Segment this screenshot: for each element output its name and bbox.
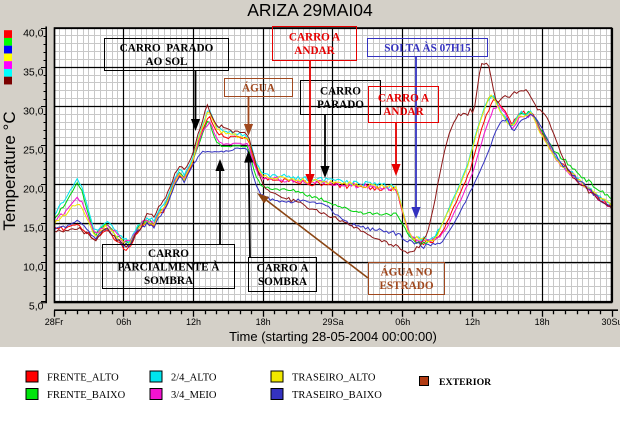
svg-text:CARRO A: CARRO A: [289, 32, 340, 44]
svg-text:40,0: 40,0: [23, 28, 44, 40]
svg-text:2/4_ALTO: 2/4_ALTO: [171, 373, 217, 384]
svg-text:CARRO A: CARRO A: [378, 93, 429, 105]
svg-text:SOLTA ÀS 07H15: SOLTA ÀS 07H15: [384, 42, 471, 54]
svg-text:29Sa: 29Sa: [322, 317, 343, 327]
svg-text:ARIZA 29MAI04: ARIZA 29MAI04: [247, 0, 373, 20]
svg-text:12h: 12h: [465, 317, 480, 327]
svg-text:25,0: 25,0: [23, 144, 44, 156]
svg-text:ESTRADO: ESTRADO: [379, 280, 433, 292]
svg-text:Time (starting 28-05-2004 00:0: Time (starting 28-05-2004 00:00:00): [229, 329, 437, 344]
svg-text:CARRO: CARRO: [148, 248, 189, 260]
svg-text:15,0: 15,0: [23, 222, 44, 234]
svg-text:ANDAR: ANDAR: [383, 106, 424, 118]
svg-text:TRASEIRO_BAIXO: TRASEIRO_BAIXO: [292, 390, 382, 401]
svg-text:CARRO: CARRO: [320, 86, 361, 98]
svg-text:18h: 18h: [256, 317, 271, 327]
svg-text:SOMBRA: SOMBRA: [258, 276, 307, 288]
svg-text:06h: 06h: [395, 317, 410, 327]
svg-text:PARCIALMENTE À: PARCIALMENTE À: [117, 261, 219, 273]
svg-text:PARADO: PARADO: [317, 99, 364, 111]
svg-text:28Fr: 28Fr: [45, 317, 64, 327]
svg-text:10,0: 10,0: [23, 261, 44, 273]
svg-text:30Su: 30Su: [601, 317, 620, 327]
svg-text:35,0: 35,0: [23, 67, 44, 79]
svg-text:SOMBRA: SOMBRA: [144, 275, 193, 287]
svg-text:FRENTE_BAIXO: FRENTE_BAIXO: [47, 390, 126, 401]
svg-text:3/4_MEIO: 3/4_MEIO: [171, 390, 217, 401]
svg-text:TRASEIRO_ALTO: TRASEIRO_ALTO: [292, 373, 376, 384]
svg-text:ÁGUA NO: ÁGUA NO: [381, 267, 433, 279]
svg-text:EXTERIOR: EXTERIOR: [439, 377, 492, 388]
svg-text:30,0: 30,0: [23, 105, 44, 117]
svg-text:12h: 12h: [186, 317, 201, 327]
svg-text:FRENTE_ALTO: FRENTE_ALTO: [47, 373, 119, 384]
svg-text:Temperature °C: Temperature °C: [0, 111, 19, 230]
svg-text:CARRO PARADO: CARRO PARADO: [120, 43, 214, 55]
svg-text:5,0: 5,0: [29, 300, 44, 312]
svg-text:18h: 18h: [535, 317, 550, 327]
svg-text:CARRO À: CARRO À: [257, 263, 309, 275]
svg-text:AO SOL: AO SOL: [146, 56, 188, 68]
svg-text:ÁGUA: ÁGUA: [242, 82, 275, 94]
svg-text:20,0: 20,0: [23, 183, 44, 195]
svg-text:06h: 06h: [116, 317, 131, 327]
svg-text:ANDAR: ANDAR: [294, 45, 335, 57]
